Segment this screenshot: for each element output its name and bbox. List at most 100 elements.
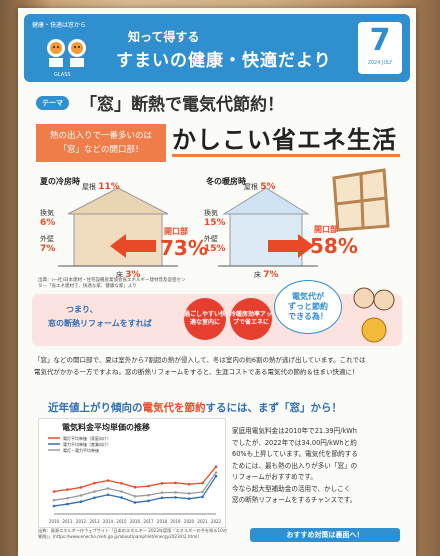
data-point xyxy=(160,482,164,485)
title-underline xyxy=(172,154,400,157)
header-title: すまいの健康・快適だより xyxy=(116,51,332,71)
paragraph-line-1: 「窓」などの開口部で、夏は室外から7割超の熱が侵入して、冬は室内の約6割の熱が逃… xyxy=(34,356,366,364)
data-point xyxy=(79,486,83,489)
data-point xyxy=(187,497,191,500)
x-tick-label: 2021 xyxy=(197,519,208,524)
x-tick-label: 2020 xyxy=(184,519,195,524)
data-point xyxy=(106,479,110,482)
benefit-line-1: つまり、 xyxy=(66,305,98,314)
mascot-label: GLASS xyxy=(54,72,71,78)
x-tick-label: 2010 xyxy=(49,519,60,524)
data-point xyxy=(133,501,137,504)
data-point xyxy=(120,490,123,493)
legend-label: 電灯・電力平均単価 xyxy=(63,447,99,453)
data-point xyxy=(93,490,96,493)
rt-line-7: 窓の断熱リフォームをするチャンスです。 xyxy=(232,496,357,504)
x-tick-label: 2012 xyxy=(76,519,87,524)
question-heading: 近年値上がり傾向の電気代を節約するには、まず「窓」から！ xyxy=(48,402,342,414)
benefit-saving-circle: 冷暖房効率アップで省エネに xyxy=(230,298,272,340)
benefit-line-2: 窓の断熱リフォームをすれば xyxy=(48,319,152,328)
summer-title: 夏の冷房時 xyxy=(40,177,80,186)
summer-wall: 外壁 7% xyxy=(40,235,56,254)
data-point xyxy=(201,490,204,494)
data-point xyxy=(201,481,204,485)
summer-house-illustration xyxy=(58,187,178,267)
issue-date: 2024 JULY xyxy=(367,60,393,66)
benefit-comfort-circle: 過ごしやすい快適な室内に xyxy=(184,298,226,340)
data-point xyxy=(133,494,137,498)
legend-label: 電力平均単価（産業向け） xyxy=(63,441,111,447)
data-point xyxy=(120,482,123,485)
chart-box xyxy=(38,418,226,528)
rt-line-3: 60%も上昇しています。電気代を節約する xyxy=(232,450,358,458)
rt-line-5: リフォームがおすすめです。 xyxy=(232,473,317,481)
winter-opening-arrow-icon xyxy=(268,234,314,258)
summer-opening-label: 開口部 xyxy=(164,227,188,236)
data-point xyxy=(133,485,137,489)
bubble-line-2: ずっと節約 xyxy=(288,302,328,311)
winter-title: 冬の暖房時 xyxy=(206,177,246,186)
winter-floor: 床 7% xyxy=(254,270,279,280)
data-point xyxy=(187,482,191,486)
note-line-2: 「窓」などの開口部！ xyxy=(58,145,144,155)
data-point xyxy=(120,496,123,499)
next-page-button[interactable]: おすすめ対策は裏面へ！ xyxy=(250,528,400,542)
paragraph-line-2: 電気代がかかる一方ですよね。窓の断熱リフォームをすると、生涯コストである電気代の… xyxy=(34,368,359,376)
data-point xyxy=(52,504,56,508)
x-tick-label: 2011 xyxy=(62,519,73,524)
data-point xyxy=(147,493,150,497)
x-tick-label: 2013 xyxy=(89,519,100,524)
saving-bubble: 電気代が ずっと節約 できる為！ xyxy=(274,280,342,334)
bubble-line-3: できる為！ xyxy=(288,312,328,321)
source-note: 出典：(一社)日本建材・住宅設備産業協会省エネルギー建材普及促進センター「省エネ… xyxy=(38,278,186,289)
month-number: 7 xyxy=(369,23,391,58)
data-point xyxy=(160,496,164,500)
x-tick-label: 2018 xyxy=(157,519,168,524)
winter-wall: 外壁 15% xyxy=(204,235,226,254)
family-illustration xyxy=(353,287,395,343)
data-point xyxy=(214,474,218,478)
bubble-line-1: 電気代が xyxy=(292,292,324,301)
summer-opening-value: 73% xyxy=(160,236,208,260)
rt-line-4: ためには、最も熱の出入りが多い「窓」の xyxy=(232,461,358,470)
x-tick-label: 2015 xyxy=(116,519,127,524)
window-illustration xyxy=(332,168,390,232)
x-tick-label: 2019 xyxy=(170,519,181,524)
big-title: かしこい省エネ生活 xyxy=(172,126,397,154)
chart-source: 出典：資源エネルギー庁ウェブサイト「日本のエネルギー 2023年度版『エネルギー… xyxy=(38,528,228,539)
benefit-panel: つまり、 窓の断熱リフォームをすれば 過ごしやすい快適な室内に 冷暖房効率アップ… xyxy=(32,287,402,346)
brand-text: 健康・快適は窓から xyxy=(32,22,87,29)
data-point xyxy=(93,496,96,500)
x-tick-label: 2017 xyxy=(143,519,154,524)
summer-roof: 屋根 11% xyxy=(82,182,120,192)
data-point xyxy=(174,481,177,485)
rt-line-1: 家庭用電気料金は2010年で21.39円/kWh xyxy=(232,427,357,435)
data-point xyxy=(106,493,110,497)
x-tick-label: 2022 xyxy=(211,519,222,524)
newsletter-sheet: 健康・快適は窓から GLASS 知って得する すまいの健康・快適だより 7 20… xyxy=(18,8,416,556)
data-point xyxy=(93,481,96,485)
legend-label: 電灯平均単価（家庭向け） xyxy=(63,435,111,441)
summer-floor: 床 3% xyxy=(116,270,141,280)
header-banner: 健康・快適は窓から GLASS 知って得する すまいの健康・快適だより 7 20… xyxy=(24,14,410,82)
summer-vent: 換気 6% xyxy=(40,209,56,228)
data-point xyxy=(52,498,56,502)
price-explanation: 家庭用電気料金は2010年で21.39円/kWh でしたが、2022年では34.… xyxy=(232,426,402,507)
data-point xyxy=(66,488,69,491)
headline: 「窓」断熱で電気代節約！ xyxy=(80,95,284,115)
rt-line-6: 今なら超大型補助金の活用で、かしこく xyxy=(232,484,351,493)
winter-opening-value: 58% xyxy=(310,234,358,258)
data-point xyxy=(52,490,56,493)
winter-vent: 換気 15% xyxy=(204,209,226,228)
note-line-1: 熱の出入りで一番多いのは xyxy=(49,131,152,141)
rt-line-2: でしたが、2022年では34.00円/kWhと約 xyxy=(232,438,357,447)
theme-tag: テーマ xyxy=(36,96,69,110)
opening-arrow-icon xyxy=(110,234,156,258)
explanation-paragraph: 「窓」などの開口部で、夏は室外から7割超の熱が侵入して、冬は室内の約6割の熱が逃… xyxy=(34,354,400,378)
data-point xyxy=(174,496,177,499)
data-point xyxy=(66,496,69,500)
data-point xyxy=(147,499,150,503)
data-point xyxy=(160,491,164,494)
data-point xyxy=(66,502,69,506)
